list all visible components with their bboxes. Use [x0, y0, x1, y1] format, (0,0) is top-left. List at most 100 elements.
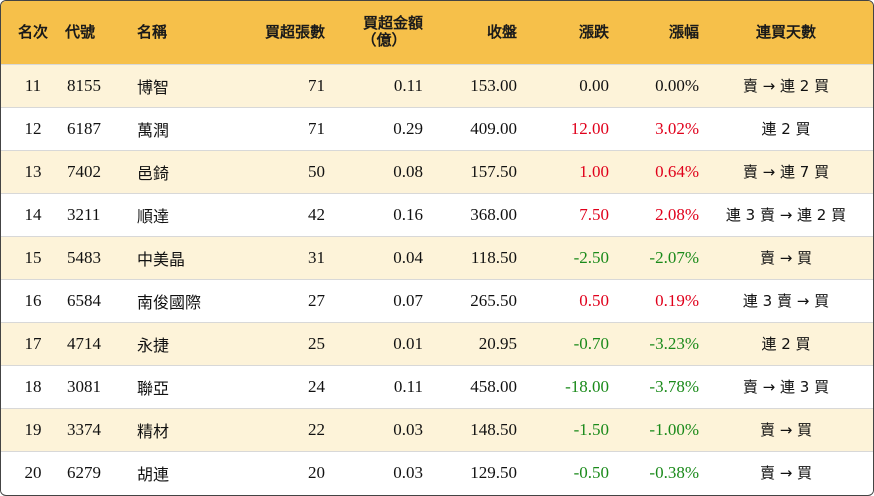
cell-change: 0.50	[579, 290, 609, 310]
cell-change-pct: -1.00%	[649, 419, 699, 439]
cell-consec-days: 賣 → 買	[759, 464, 813, 483]
cell-amount: 0.11	[393, 376, 423, 396]
cell-lots: 25	[308, 333, 325, 353]
cell-code: 5483	[67, 247, 101, 267]
cell-code: 6187	[67, 118, 101, 138]
cell-change: 0.00	[579, 75, 609, 95]
table-body: 11 8155 博智 71 0.11 153.00 0.00 0.00% 賣 →…	[1, 64, 873, 494]
cell-name: 中美晶	[137, 249, 186, 269]
cell-code: 6584	[67, 290, 101, 310]
header-rank: 名次	[17, 22, 48, 41]
cell-close: 265.50	[470, 290, 517, 310]
cell-rank: 16	[24, 290, 42, 310]
cell-code: 8155	[67, 75, 101, 95]
header-close: 收盤	[486, 22, 517, 41]
header-net-buy-lots: 買超張數	[264, 22, 325, 41]
cell-change: -18.00	[565, 376, 609, 396]
cell-code: 7402	[67, 161, 101, 181]
cell-change: -1.50	[573, 419, 609, 439]
cell-amount: 0.07	[393, 290, 423, 310]
cell-name: 邑錡	[137, 163, 170, 183]
cell-code: 3081	[67, 376, 101, 396]
cell-lots: 27	[308, 290, 325, 310]
cell-rank: 15	[24, 247, 42, 267]
cell-code: 6279	[67, 462, 101, 482]
table-row: 13 7402 邑錡 50 0.08 157.50 1.00 0.64% 賣 →…	[1, 150, 873, 193]
cell-consec-days: 賣 → 買	[759, 249, 813, 267]
cell-amount: 0.16	[393, 204, 423, 224]
cell-change: -2.50	[573, 247, 609, 267]
table-row: 20 6279 胡連 20 0.03 129.50 -0.50 -0.38% 賣…	[1, 451, 873, 494]
header-name: 名稱	[137, 22, 168, 41]
table-row: 16 6584 南俊國際 27 0.07 265.50 0.50 0.19% 連…	[1, 279, 873, 322]
cell-close: 458.00	[470, 376, 517, 396]
cell-rank: 14	[24, 204, 42, 224]
cell-lots: 71	[308, 118, 325, 138]
cell-change: -0.70	[573, 333, 609, 353]
cell-change: 1.00	[579, 161, 609, 181]
header-change: 漲跌	[578, 22, 609, 41]
cell-change-pct: 0.64%	[655, 161, 699, 181]
header-code: 代號	[65, 22, 96, 41]
cell-rank: 18	[24, 376, 42, 396]
cell-lots: 22	[308, 419, 325, 439]
cell-name: 精材	[137, 421, 170, 441]
cell-name: 南俊國際	[137, 292, 202, 312]
cell-change: 12.00	[570, 118, 609, 138]
cell-amount: 0.11	[393, 75, 423, 95]
cell-lots: 31	[308, 247, 325, 267]
cell-lots: 50	[308, 161, 325, 181]
cell-consec-days: 賣 → 連 7 買	[742, 163, 830, 181]
cell-name: 博智	[137, 77, 170, 97]
cell-rank: 17	[24, 333, 42, 353]
cell-change-pct: -0.38%	[649, 462, 699, 482]
cell-close: 118.50	[470, 247, 517, 267]
header-net-buy-amount: 買超金額 （億）	[325, 1, 423, 64]
cell-amount: 0.29	[393, 118, 423, 138]
cell-amount: 0.03	[393, 462, 423, 482]
cell-rank: 11	[24, 75, 42, 95]
table-row: 18 3081 聯亞 24 0.11 458.00 -18.00 -3.78% …	[1, 365, 873, 408]
header-net-buy-amount-line2: （億）	[361, 31, 407, 50]
cell-amount: 0.08	[393, 161, 423, 181]
cell-amount: 0.04	[393, 247, 423, 267]
cell-change-pct: 0.19%	[655, 290, 699, 310]
cell-close: 157.50	[470, 161, 517, 181]
cell-rank: 19	[24, 419, 42, 439]
cell-consec-days: 賣 → 連 3 買	[742, 378, 830, 396]
cell-rank: 12	[24, 118, 42, 138]
cell-name: 聯亞	[137, 378, 170, 398]
cell-change-pct: 3.02%	[655, 118, 699, 138]
cell-rank: 20	[24, 462, 42, 482]
cell-consec-days: 連 3 賣 → 連 2 買	[725, 206, 847, 224]
table-row: 12 6187 萬潤 71 0.29 409.00 12.00 3.02% 連 …	[1, 107, 873, 150]
cell-change: -0.50	[573, 462, 609, 482]
cell-amount: 0.03	[393, 419, 423, 439]
cell-consec-days: 連 2 買	[761, 120, 811, 138]
header-change-pct: 漲幅	[668, 22, 699, 41]
cell-consec-days: 賣 → 連 2 買	[742, 77, 830, 95]
cell-lots: 42	[308, 204, 325, 224]
header-net-buy-amount-line1: 買超金額	[362, 14, 423, 33]
cell-close: 20.95	[478, 333, 517, 353]
table-row: 17 4714 永捷 25 0.01 20.95 -0.70 -3.23% 連 …	[1, 322, 873, 365]
cell-change-pct: 0.00%	[655, 75, 699, 95]
table-header-row: 名次 代號 名稱 買超張數 買超金額 （億） 收盤 漲跌 漲幅 連買天數	[1, 1, 873, 64]
cell-change-pct: 2.08%	[655, 204, 699, 224]
cell-lots: 24	[308, 376, 325, 396]
cell-close: 153.00	[470, 75, 517, 95]
cell-close: 148.50	[470, 419, 517, 439]
cell-rank: 13	[24, 161, 42, 181]
cell-name: 胡連	[137, 464, 170, 484]
cell-consec-days: 賣 → 買	[759, 421, 813, 439]
cell-code: 3211	[67, 204, 101, 224]
cell-lots: 71	[308, 75, 325, 95]
table-row: 19 3374 精材 22 0.03 148.50 -1.50 -1.00% 賣…	[1, 408, 873, 451]
table-row: 11 8155 博智 71 0.11 153.00 0.00 0.00% 賣 →…	[1, 64, 873, 107]
cell-consec-days: 連 2 買	[761, 335, 811, 353]
cell-change-pct: -2.07%	[649, 247, 699, 267]
cell-amount: 0.01	[393, 333, 423, 353]
cell-change-pct: -3.78%	[649, 376, 699, 396]
